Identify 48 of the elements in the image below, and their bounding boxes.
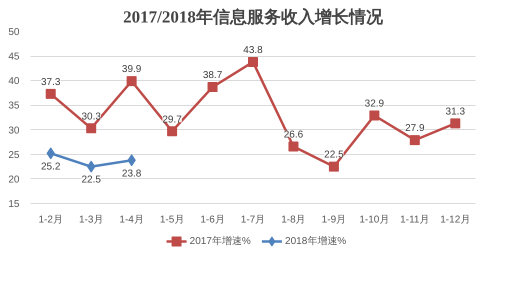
data-label: 39.9 bbox=[122, 64, 142, 76]
point bbox=[86, 123, 96, 134]
data-label: 38.7 bbox=[202, 70, 223, 82]
x-tick-label: 1-2月 bbox=[38, 214, 63, 226]
data-label: 22.5 bbox=[324, 150, 344, 161]
data-label: 37.3 bbox=[40, 76, 61, 88]
y-tick-label: 50 bbox=[8, 27, 20, 38]
x-tick-label: 1-4月 bbox=[119, 214, 144, 226]
point bbox=[167, 126, 178, 136]
x-tick-label: 1-12月 bbox=[440, 214, 470, 226]
data-label: 32.9 bbox=[364, 98, 385, 110]
legend-label: 2018年增速% bbox=[285, 235, 346, 247]
point bbox=[410, 135, 420, 146]
x-tick-label: 1-6月 bbox=[200, 214, 225, 226]
point bbox=[328, 162, 339, 172]
point bbox=[369, 110, 380, 121]
y-tick-label: 35 bbox=[8, 100, 20, 112]
legend-label: 2017年增速% bbox=[190, 235, 251, 247]
data-label: 31.3 bbox=[446, 106, 466, 118]
data-label: 26.6 bbox=[284, 129, 304, 140]
point bbox=[208, 82, 218, 92]
point bbox=[127, 154, 136, 166]
data-label: 43.8 bbox=[243, 44, 264, 56]
y-tick-label: 20 bbox=[8, 174, 20, 186]
x-tick-label: 1-8月 bbox=[281, 214, 306, 226]
x-tick-label: 1-5月 bbox=[160, 214, 184, 226]
data-label: 25.2 bbox=[40, 161, 61, 172]
point bbox=[288, 141, 298, 152]
y-tick-label: 40 bbox=[8, 76, 20, 88]
point bbox=[450, 118, 460, 128]
data-label: 23.8 bbox=[122, 168, 142, 180]
point bbox=[248, 56, 258, 67]
y-tick-label: 45 bbox=[8, 52, 20, 63]
y-tick-label: 25 bbox=[8, 150, 20, 161]
data-label: 27.9 bbox=[405, 123, 425, 134]
data-label: 30.3 bbox=[81, 111, 102, 122]
data-label: 29.7 bbox=[162, 114, 182, 126]
y-tick-label: 15 bbox=[8, 199, 20, 210]
y-tick-label: 30 bbox=[8, 125, 20, 136]
data-label: 22.5 bbox=[81, 174, 102, 186]
x-tick-label: 1-11月 bbox=[400, 214, 430, 226]
point bbox=[126, 76, 137, 86]
x-tick-label: 1-10月 bbox=[359, 214, 390, 226]
point bbox=[46, 88, 56, 99]
x-tick-label: 1-7月 bbox=[240, 214, 266, 226]
x-tick-label: 1-9月 bbox=[322, 214, 346, 226]
x-tick-label: 1-3月 bbox=[78, 214, 104, 226]
chart-title: 2017/2018年信息服务收入增长情况 bbox=[123, 8, 384, 26]
